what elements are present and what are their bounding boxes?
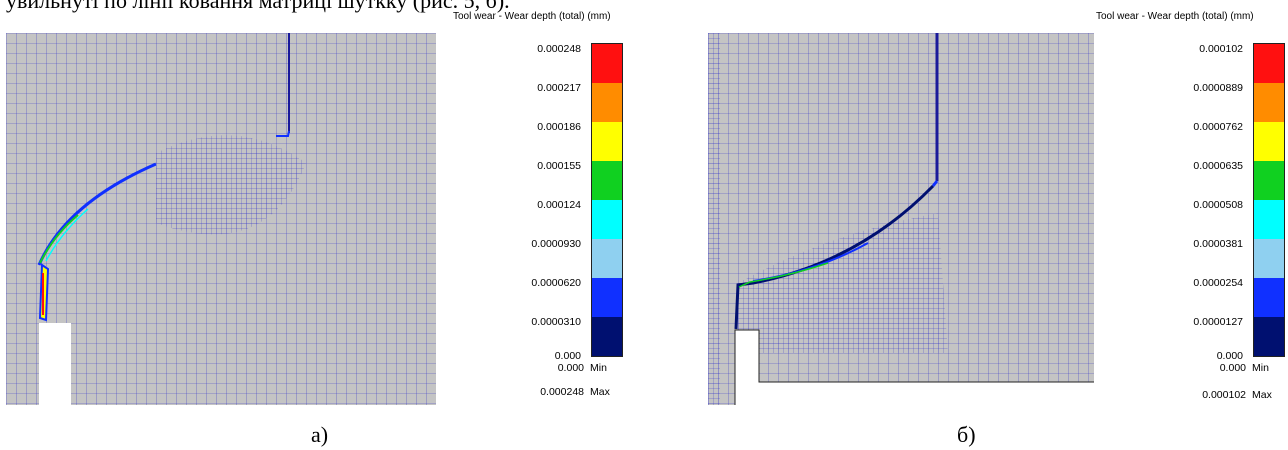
colorbar-band xyxy=(1254,122,1284,161)
subfigure-caption: а) xyxy=(311,422,329,447)
max-value: 0.000102 xyxy=(1202,389,1246,401)
colorbar-band xyxy=(1254,278,1284,317)
min-value: 0.000 xyxy=(557,362,584,374)
wear-curve-green xyxy=(738,262,829,288)
colorbar-band xyxy=(592,161,622,200)
fe-mesh-a xyxy=(6,33,436,405)
colorbar-tick-label: 0.000155 xyxy=(537,160,581,172)
min-readout: 0.000 Min xyxy=(1172,362,1269,374)
colorbar-tick-label: 0.000 xyxy=(554,350,581,362)
legend-title: Tool wear - Wear depth (total) (mm) xyxy=(453,11,611,22)
colorbar-band xyxy=(1254,161,1284,200)
colorbar-band xyxy=(592,278,622,317)
die-corner-wear xyxy=(931,180,939,187)
min-tag: Min xyxy=(1252,362,1269,374)
colorbar-tick-label: 0.0000310 xyxy=(531,316,581,328)
colorbar-band xyxy=(592,122,622,161)
mesh-refined-zone xyxy=(156,135,306,235)
legend-title: Tool wear - Wear depth (total) (mm) xyxy=(1096,11,1254,22)
colorbar-tick-label: 0.0000254 xyxy=(1193,277,1243,289)
colorbar-tick-label: 0.000124 xyxy=(537,199,581,211)
wear-curve-green xyxy=(39,214,79,264)
subfigure-caption: б) xyxy=(957,422,976,447)
max-readout: 0.000102 Max xyxy=(1172,389,1272,401)
fe-mesh-b xyxy=(708,33,1094,405)
colorbar-tick-label: 0.0000508 xyxy=(1193,199,1243,211)
max-readout: 0.000248 Max xyxy=(510,386,610,398)
colorbar-tick-label: 0.000186 xyxy=(537,121,581,133)
punch-cutout xyxy=(735,330,759,405)
colorbar-tick-label: 0.0000762 xyxy=(1193,121,1243,133)
die-corner-wear xyxy=(276,130,290,137)
figure-panel-b: Tool wear - Wear depth (total) (mm) 0.00… xyxy=(700,0,1288,450)
preceding-text-line: увильнуті по лінії ковання матриці шуткк… xyxy=(6,0,510,13)
colorbar-tick-label: 0.0000620 xyxy=(531,277,581,289)
colorbar-band xyxy=(1254,239,1284,278)
max-tag: Max xyxy=(590,386,610,398)
colorbar xyxy=(591,43,623,357)
colorbar-band xyxy=(1254,44,1284,83)
colorbar-band xyxy=(1254,317,1284,356)
colorbar-band xyxy=(1254,200,1284,239)
colorbar-tick-label: 0.000217 xyxy=(537,82,581,94)
colorbar-tick-label: 0.0000381 xyxy=(1193,238,1243,250)
colorbar-tick-label: 0.000102 xyxy=(1199,43,1243,55)
colorbar-tick-label: 0.0000127 xyxy=(1193,316,1243,328)
colorbar-band xyxy=(592,83,622,122)
wear-curve-cyan xyxy=(45,208,89,262)
min-tag: Min xyxy=(590,362,607,374)
colorbar-band xyxy=(592,239,622,278)
die-insert-edge xyxy=(288,33,290,133)
max-tag: Max xyxy=(1252,389,1272,401)
colorbar-band xyxy=(1254,83,1284,122)
colorbar-tick-label: 0.0000930 xyxy=(531,238,581,250)
colorbar-band xyxy=(592,200,622,239)
min-readout: 0.000 Min xyxy=(510,362,607,374)
colorbar-tick-label: 0.000 xyxy=(1216,350,1243,362)
lower-cutout xyxy=(758,382,1094,405)
colorbar-tick-label: 0.000248 xyxy=(537,43,581,55)
colorbar xyxy=(1253,43,1285,357)
min-value: 0.000 xyxy=(1219,362,1246,374)
mesh-refined-left xyxy=(708,33,720,405)
mesh-refined-zone xyxy=(738,213,948,353)
colorbar-band xyxy=(592,317,622,356)
figure-panel-a: Tool wear - Wear depth (total) (mm) 0.00… xyxy=(0,0,640,450)
colorbar-tick-label: 0.0000889 xyxy=(1193,82,1243,94)
colorbar-tick-label: 0.0000635 xyxy=(1193,160,1243,172)
wear-curve xyxy=(734,184,935,330)
cutout-outline xyxy=(734,329,1094,405)
max-value: 0.000248 xyxy=(540,386,584,398)
punch-cutout xyxy=(39,323,71,405)
colorbar-band xyxy=(592,44,622,83)
